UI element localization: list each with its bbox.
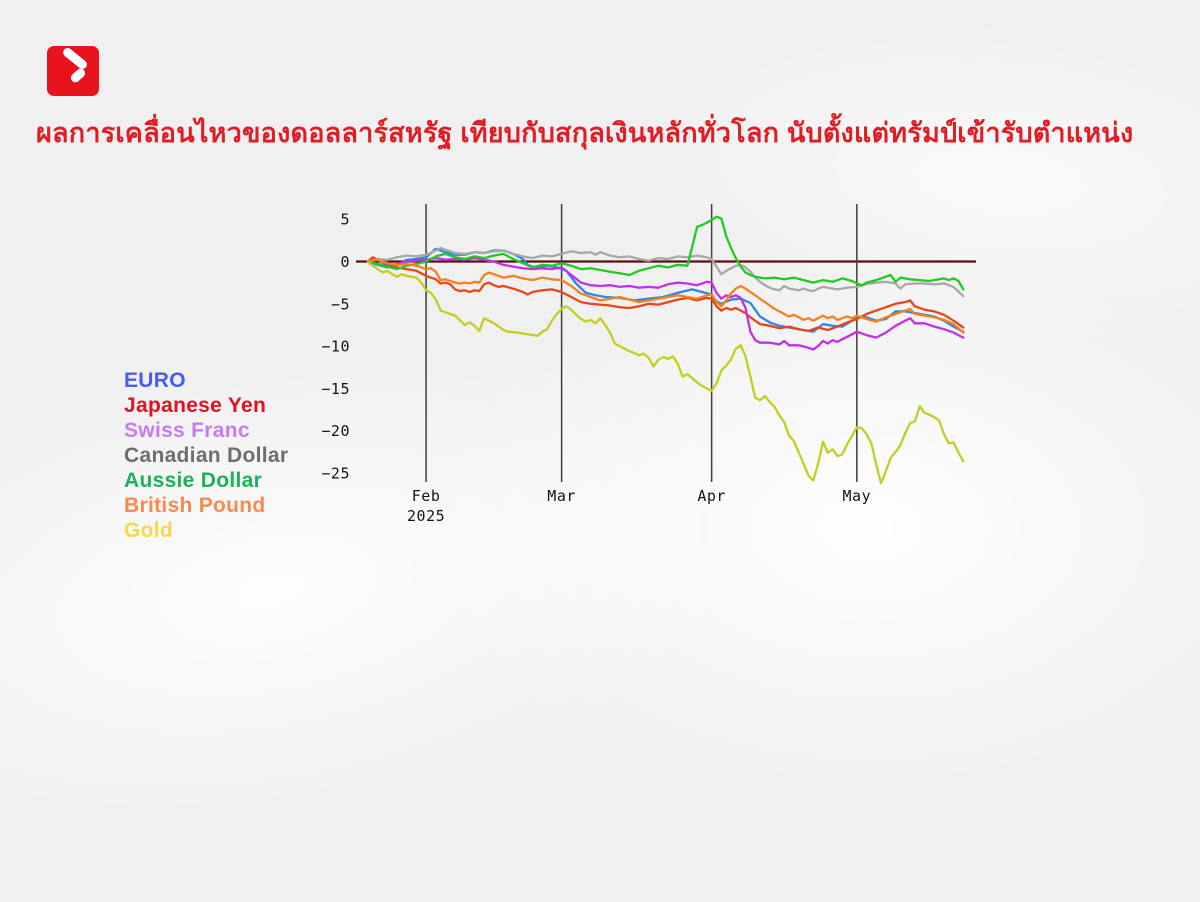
x-tick-label: Mar [547,487,576,505]
series-line-canadian-dollar [366,246,965,298]
y-tick-label: −15 [321,380,350,398]
y-tick-label: −20 [321,422,350,440]
brand-logo [47,46,99,96]
y-tick-label: −25 [321,465,350,483]
y-tick-label: −5 [331,295,350,313]
series-lines [366,215,965,485]
series-line-japanese-yen [366,256,965,333]
x-tick-label: May [843,487,872,505]
legend-item-euro: EURO [124,369,186,392]
y-tick-label: 0 [340,253,350,271]
horizontal-gridlines [356,218,976,474]
legend-item-gold: Gold [124,519,174,542]
x-tick-label: Apr [697,487,726,505]
series-line-swiss-franc [366,256,965,351]
legend-item-british-pound: British Pound [124,494,266,517]
currency-performance-chart: 5 0 −5 −10 −15 −20 −25 Feb 2025 Mar Apr May [321,204,976,525]
x-tick-label: Feb [412,487,441,505]
page-title: ผลการเคลื่อนไหวของดอลลาร์สหรัฐ เทียบกับส… [36,118,1134,149]
legend-item-japanese-yen: Japanese Yen [124,394,267,417]
series-line-gold [366,261,965,485]
month-gridlines [425,204,858,482]
y-tick-label: −10 [321,338,350,356]
axis-labels: 5 0 −5 −10 −15 −20 −25 Feb 2025 Mar Apr May [321,211,872,525]
legend-item-canadian-dollar: Canadian Dollar [124,444,289,467]
legend-item-swiss-franc: Swiss Franc [124,419,250,442]
series-line-british-pound [366,258,965,334]
x-tick-year-label: 2025 [407,507,445,525]
y-tick-label: 5 [340,211,350,229]
series-line-aussie-dollar [366,215,965,291]
legend-item-aussie-dollar: Aussie Dollar [124,469,263,492]
currency-legend: EURO Japanese Yen Swiss Franc Canadian Doll… [124,368,344,543]
